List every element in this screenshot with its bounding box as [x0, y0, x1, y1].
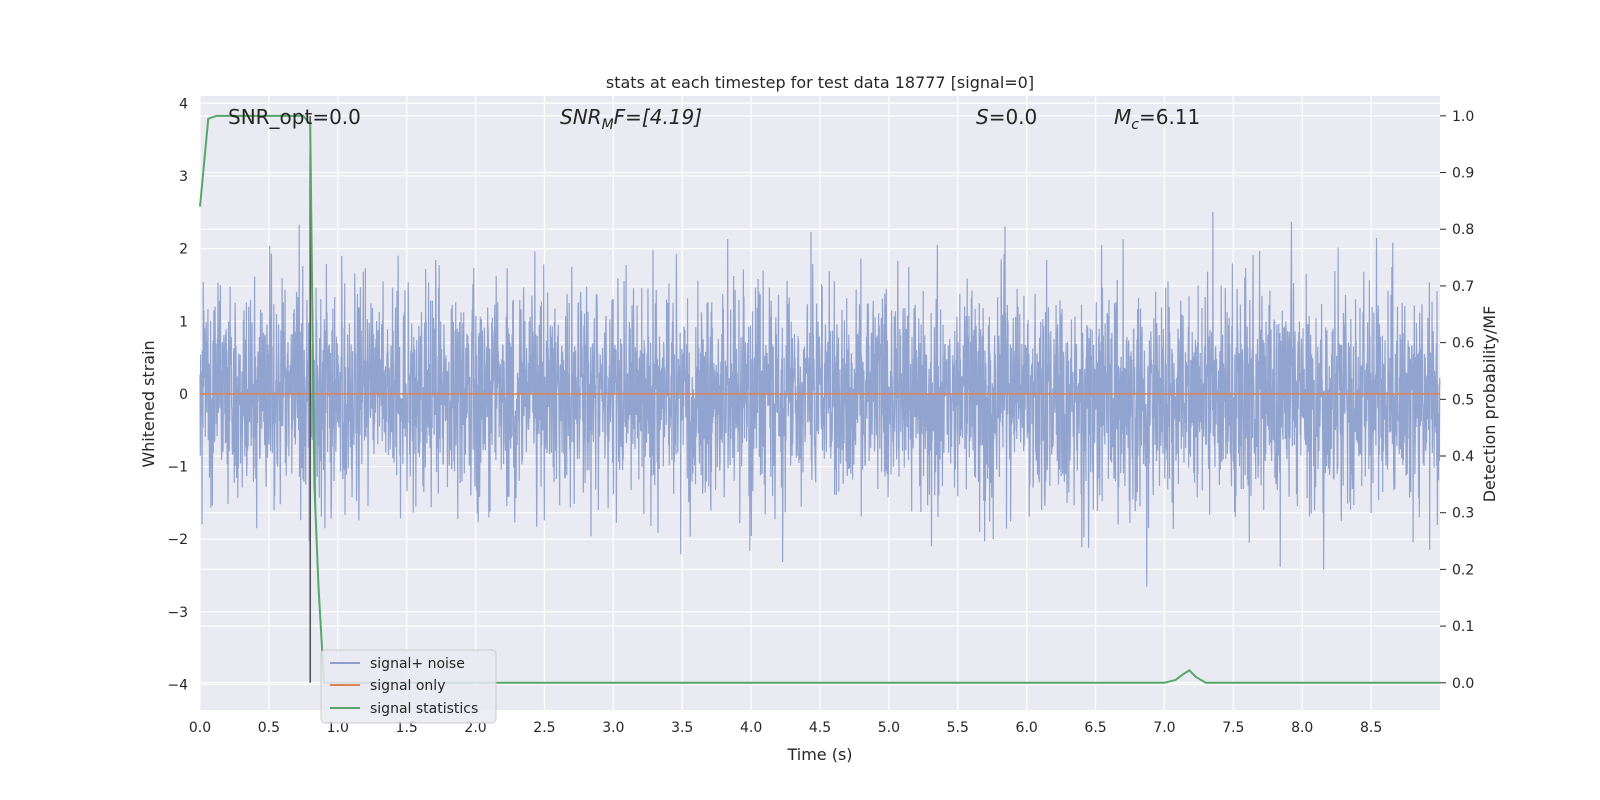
y2-tick-label: 1.0: [1452, 109, 1474, 125]
legend-label-signal-noise: signal+ noise: [370, 656, 465, 672]
legend: signal+ noise signal only signal statist…: [320, 649, 497, 724]
x-tick-label: 5.0: [878, 720, 900, 736]
y-tick-label: 0: [179, 387, 188, 403]
y-tick-label: −2: [167, 532, 188, 548]
x-axis-label: Time (s): [786, 745, 852, 764]
y-tick-labels: 4 3 2 1 0 −1 −2 −3 −4: [167, 96, 188, 693]
y2-tick-label: 0.8: [1452, 222, 1474, 238]
y-tick-label: −3: [167, 605, 188, 621]
y2-axis-label: Detection probability/MF: [1480, 306, 1499, 503]
y2-tick-label: 0.9: [1452, 166, 1474, 182]
y2-tick-labels: 1.0 0.9 0.8 0.7 0.6 0.5 0.4 0.3 0.2 0.1 0.0: [1440, 109, 1474, 692]
annotation-snr-opt: SNR_opt=0.0: [228, 105, 361, 129]
x-tick-label: 7.0: [1153, 720, 1175, 736]
y2-tick-label: 0.3: [1452, 506, 1474, 522]
y2-tick-label: 0.2: [1452, 562, 1474, 578]
x-tick-label: 8.5: [1360, 720, 1382, 736]
x-tick-label: 4.5: [809, 720, 831, 736]
x-tick-label: 1.5: [396, 720, 418, 736]
x-tick-label: 2.5: [533, 720, 555, 736]
x-tick-label: 3.0: [602, 720, 624, 736]
x-tick-label: 1.0: [327, 720, 349, 736]
y-tick-label: 3: [179, 169, 188, 185]
y2-tick-label: 0.4: [1452, 449, 1474, 465]
y2-tick-label: 0.6: [1452, 336, 1474, 352]
x-tick-label: 3.5: [671, 720, 693, 736]
x-tick-label: 4.0: [740, 720, 762, 736]
y2-tick-label: 0.0: [1452, 676, 1474, 692]
x-tick-labels: 0.0 0.5 1.0 1.5 2.0 2.5 3.0 3.5 4.0 4.5 5.0 5.5 6.0 6…: [189, 720, 1382, 736]
y2-tick-label: 0.5: [1452, 392, 1474, 408]
x-tick-label: 6.0: [1016, 720, 1038, 736]
x-tick-label: 7.5: [1222, 720, 1244, 736]
y-tick-label: −4: [167, 678, 188, 694]
y-tick-label: 1: [179, 314, 188, 330]
legend-label-signal-statistics: signal statistics: [370, 701, 478, 717]
series-signal-noise: [199, 211, 1441, 587]
y-tick-label: 4: [179, 96, 188, 112]
x-tick-label: 5.5: [947, 720, 969, 736]
y2-tick-label: 0.7: [1452, 279, 1474, 295]
legend-box: [320, 649, 497, 724]
x-tick-label: 0.0: [189, 720, 211, 736]
y2-tick-label: 0.1: [1452, 619, 1474, 635]
legend-label-signal-only: signal only: [370, 678, 445, 694]
x-tick-label: 6.5: [1084, 720, 1106, 736]
y-tick-label: 2: [179, 242, 188, 258]
annotation-mc: Mc=6.11: [1114, 105, 1200, 133]
y-tick-label: −1: [167, 460, 188, 476]
annotation-snr-mf: SNRMF=[4.19]: [560, 105, 702, 133]
y-axis-label: Whitened strain: [139, 340, 158, 467]
signal-noise-trace: [199, 211, 1441, 587]
annotation-s: S=0.0: [976, 105, 1037, 129]
x-tick-label: 8.0: [1291, 720, 1313, 736]
x-tick-label: 0.5: [258, 720, 280, 736]
x-tick-label: 2.0: [464, 720, 486, 736]
chart-title: stats at each timestep for test data 187…: [606, 73, 1034, 92]
